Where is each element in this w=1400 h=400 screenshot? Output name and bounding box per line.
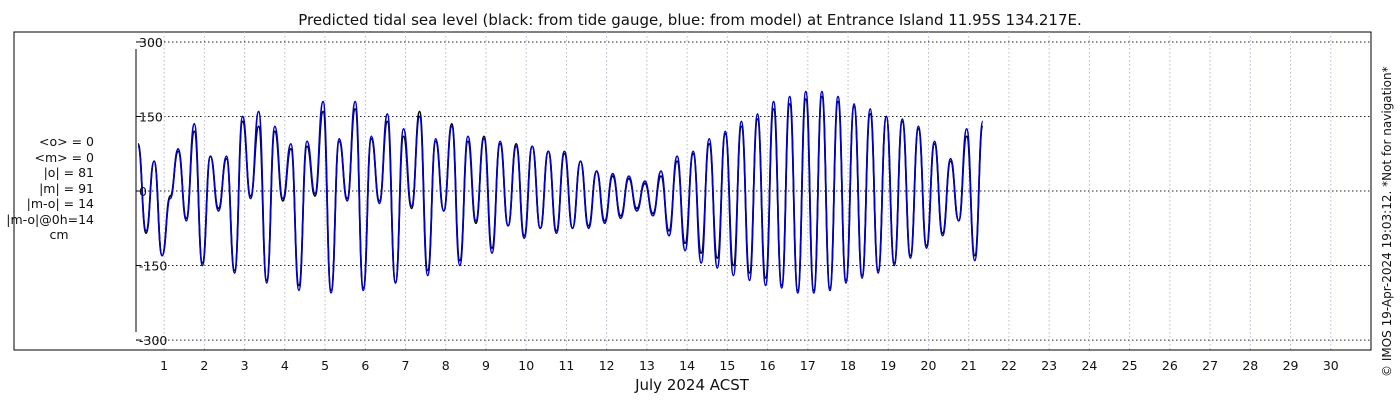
- stat-abs-diff: |m-o| = 14: [26, 196, 94, 211]
- x-tick-label: 6: [361, 358, 369, 373]
- stats-panel: <o> = 0 <m> = 0 |o| = 81 |m| = 91 |m-o| …: [2, 134, 94, 243]
- x-tick-label: 21: [961, 358, 977, 373]
- stat-mean-observed: <o> = 0: [39, 134, 94, 149]
- x-tick-label: 24: [1081, 358, 1097, 373]
- stat-abs-diff-0h: |m-o|@0h=14: [6, 211, 94, 227]
- stat-abs-observed: |o| = 81: [43, 165, 94, 180]
- x-tick-label: 3: [241, 358, 249, 373]
- x-tick-label: 26: [1162, 358, 1178, 373]
- x-tick-label: 10: [518, 358, 534, 373]
- series-layer: [137, 90, 984, 294]
- stat-unit: cm: [49, 227, 69, 242]
- x-tick-label: 1: [160, 358, 168, 373]
- x-tick-label: 27: [1202, 358, 1218, 373]
- y-tick-label: -300: [139, 333, 167, 348]
- x-tick-label: 7: [402, 358, 410, 373]
- x-tick-label: 9: [482, 358, 490, 373]
- y-tick-label: 300: [139, 35, 163, 50]
- series-line-model: [137, 90, 984, 294]
- stat-mean-model: <m> = 0: [34, 149, 95, 165]
- x-axis-ticks: 1 2 3 4 5 6 7 8 9 10 11 12 13 14 15 16 17 18 19 20 21 22 23 24 2…: [160, 358, 1339, 373]
- x-tick-label: 4: [281, 358, 289, 373]
- x-tick-label: 12: [599, 358, 615, 373]
- x-tick-label: 2: [200, 358, 208, 373]
- x-tick-label: 15: [719, 358, 735, 373]
- copyright-note: © IMOS 19-Apr-2024 19:03:12. *Not for na…: [1380, 66, 1394, 377]
- y-tick-label: 150: [139, 109, 163, 124]
- x-tick-label: 8: [442, 358, 450, 373]
- chart-title: Predicted tidal sea level (black: from t…: [298, 11, 1082, 29]
- stat-abs-model: |m| = 91: [39, 180, 94, 196]
- grid-lines: [136, 32, 1371, 350]
- x-axis-label: July 2024 ACST: [634, 376, 750, 394]
- x-tick-label: 29: [1283, 358, 1299, 373]
- x-tick-label: 20: [921, 358, 937, 373]
- x-tick-label: 13: [639, 358, 655, 373]
- x-tick-label: 16: [760, 358, 776, 373]
- x-tick-label: 23: [1041, 358, 1057, 373]
- x-tick-label: 17: [800, 358, 816, 373]
- x-tick-label: 25: [1122, 358, 1138, 373]
- x-tick-label: 5: [321, 358, 329, 373]
- x-tick-label: 14: [679, 358, 695, 373]
- x-tick-label: 18: [840, 358, 856, 373]
- x-tick-label: 22: [1001, 358, 1017, 373]
- x-tick-label: 30: [1323, 358, 1339, 373]
- y-tick-label: -150: [139, 259, 167, 274]
- plot-frame: [13, 31, 1372, 351]
- x-tick-label: 11: [558, 358, 574, 373]
- x-tick-label: 28: [1242, 358, 1258, 373]
- x-tick-label: 19: [880, 358, 896, 373]
